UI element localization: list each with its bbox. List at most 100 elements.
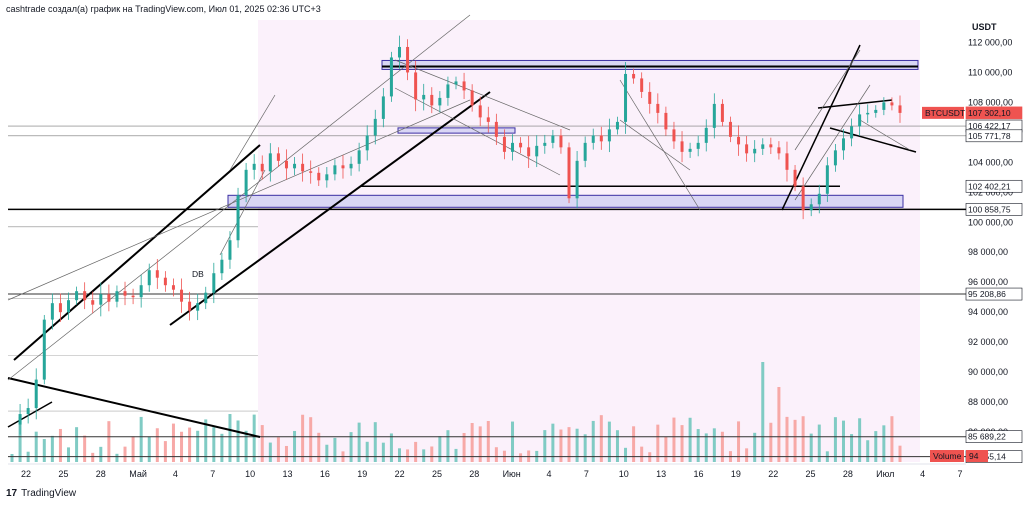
volume-bar bbox=[696, 429, 700, 462]
candle-body bbox=[728, 121, 732, 137]
volume-bar bbox=[381, 442, 385, 462]
channel-line bbox=[859, 119, 911, 151]
volume-badge bbox=[930, 450, 964, 462]
volume-bar bbox=[155, 428, 159, 462]
candle-body bbox=[422, 94, 426, 100]
candle-body bbox=[599, 135, 603, 142]
volume-bar bbox=[357, 422, 361, 462]
candle-body bbox=[559, 135, 563, 148]
candle-body bbox=[147, 270, 151, 286]
candle-body bbox=[58, 303, 62, 313]
candle-body bbox=[397, 46, 401, 58]
volume-group bbox=[10, 362, 902, 462]
volume-bar bbox=[486, 420, 490, 462]
volume-bar bbox=[414, 441, 418, 462]
volume-bar bbox=[131, 436, 135, 462]
candle-body bbox=[268, 153, 272, 172]
price-label-badge bbox=[965, 129, 1023, 143]
chart-bg-shade bbox=[258, 20, 920, 462]
volume-bar bbox=[99, 446, 103, 462]
db-annotation: DB bbox=[192, 269, 204, 279]
candle-body bbox=[18, 414, 22, 425]
candle-body bbox=[737, 136, 741, 145]
candle-body bbox=[414, 72, 418, 100]
volume-bar bbox=[228, 414, 232, 462]
volume-bar bbox=[793, 419, 797, 462]
volume-bar bbox=[430, 446, 434, 462]
volume-bar bbox=[422, 449, 426, 462]
candle-body bbox=[583, 142, 587, 161]
candle-body bbox=[381, 96, 385, 119]
candle-body bbox=[462, 81, 466, 91]
candle-body bbox=[293, 163, 297, 169]
candle-body bbox=[704, 127, 708, 143]
candle-body bbox=[648, 91, 652, 104]
symbol-badge bbox=[922, 106, 964, 119]
volume-bar bbox=[365, 441, 369, 462]
volume-bar bbox=[470, 422, 474, 462]
candle-body bbox=[204, 292, 208, 304]
volume-bar bbox=[753, 432, 757, 462]
y-tick-label: 100 000,00 bbox=[968, 217, 1013, 227]
x-tick-label: 28 bbox=[843, 469, 853, 479]
volume-bar bbox=[559, 429, 563, 462]
tradingview-logo[interactable]: 17 TradingView bbox=[6, 488, 76, 499]
candle-body bbox=[50, 303, 54, 320]
candle-body bbox=[890, 102, 894, 106]
trendline bbox=[7, 401, 53, 428]
volume-bar bbox=[462, 432, 466, 462]
volume-bar bbox=[511, 421, 515, 462]
volume-bar bbox=[777, 387, 781, 462]
volume-bar bbox=[58, 428, 62, 462]
x-tick-label: 7 bbox=[957, 469, 962, 479]
candle-body bbox=[438, 97, 442, 106]
candle-body bbox=[745, 144, 749, 154]
volume-bar bbox=[615, 430, 619, 462]
volume-bar bbox=[309, 417, 313, 462]
candle-body bbox=[365, 135, 369, 151]
candle-body bbox=[874, 109, 878, 113]
candle-body bbox=[696, 142, 700, 149]
candle-body bbox=[680, 141, 684, 152]
x-tick-label: 22 bbox=[395, 469, 405, 479]
channel-line bbox=[394, 59, 571, 131]
x-tick-label: 25 bbox=[58, 469, 68, 479]
candle-body bbox=[446, 84, 450, 98]
candle-body bbox=[373, 118, 377, 136]
candle-body bbox=[866, 112, 870, 115]
candle-body bbox=[575, 160, 579, 199]
candle-body bbox=[349, 163, 353, 169]
candle-body bbox=[882, 102, 886, 110]
candle-body bbox=[615, 121, 619, 130]
volume-value-badge bbox=[966, 450, 988, 462]
volume-value-text: 94 bbox=[969, 451, 979, 461]
channel-line bbox=[394, 87, 561, 176]
candle-body bbox=[325, 174, 329, 181]
price-zone-1 bbox=[381, 59, 919, 70]
volume-bar bbox=[236, 420, 240, 462]
candle-body bbox=[640, 78, 644, 92]
volume-bar bbox=[10, 454, 14, 462]
volume-bar bbox=[75, 427, 79, 462]
x-tick-label: Май bbox=[129, 469, 147, 479]
candle-body bbox=[551, 135, 555, 143]
chart-header-caption: cashtrade создал(а) график на TradingVie… bbox=[6, 4, 321, 14]
x-tick-label: 25 bbox=[432, 469, 442, 479]
candle-body bbox=[389, 57, 393, 97]
price-zone-2 bbox=[397, 127, 516, 134]
candle-body bbox=[212, 273, 216, 293]
volume-bar bbox=[252, 414, 256, 462]
volume-bar bbox=[761, 362, 765, 462]
candle-body bbox=[454, 81, 458, 85]
volume-bar bbox=[575, 428, 579, 462]
volume-bar bbox=[874, 431, 878, 462]
volume-bar bbox=[34, 431, 38, 462]
candle-body bbox=[406, 46, 410, 73]
volume-bar bbox=[494, 447, 498, 462]
volume-bar bbox=[567, 427, 571, 462]
volume-bar bbox=[833, 417, 837, 462]
x-tick-label: 28 bbox=[96, 469, 106, 479]
volume-bar bbox=[712, 428, 716, 462]
candle-body bbox=[817, 193, 821, 205]
